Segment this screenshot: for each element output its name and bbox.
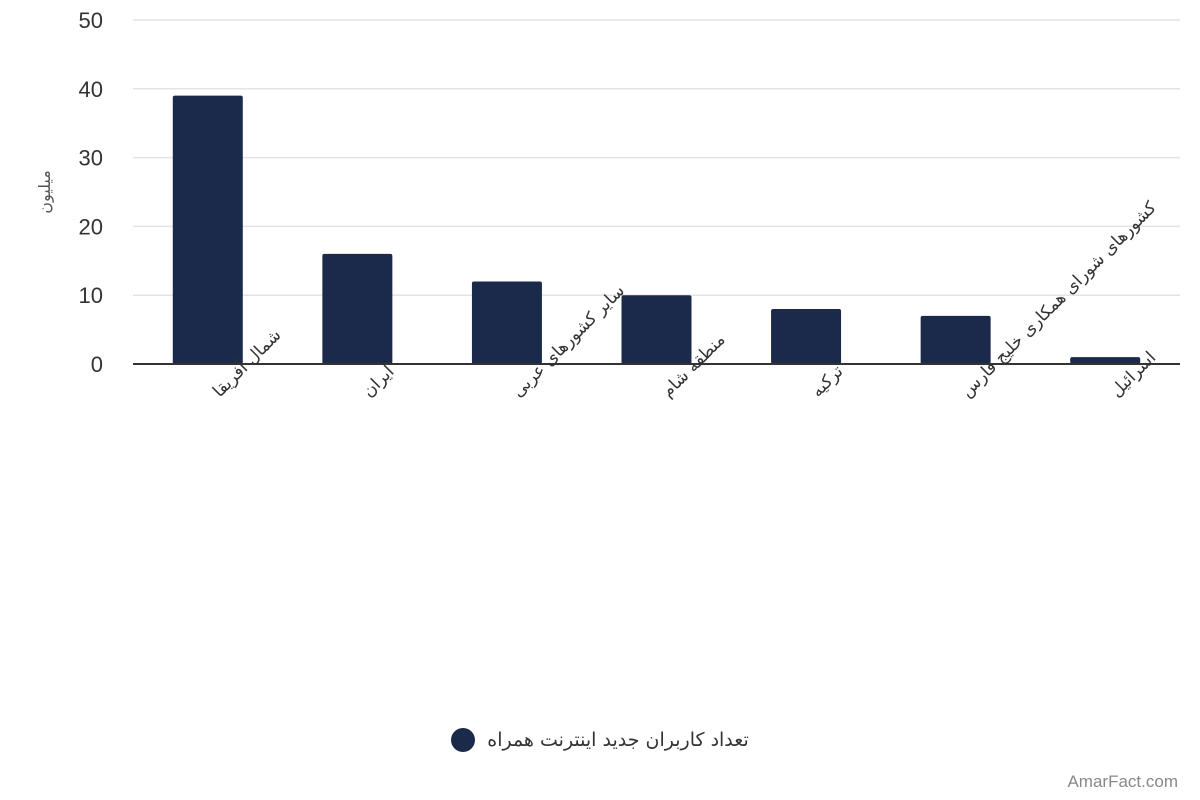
y-tick-label: 10 [79,283,103,308]
x-tick-label: ایران [359,362,399,402]
y-tick-label: 40 [79,77,103,102]
y-tick-label: 30 [79,146,103,171]
bar[interactable] [172,95,243,365]
bar[interactable] [471,281,542,364]
y-tick-label: 20 [79,214,103,239]
y-tick-label: 50 [79,8,103,33]
bar[interactable] [771,308,842,364]
bar[interactable] [1070,357,1141,364]
x-tick-label: ترکیه [807,361,847,401]
legend-label: تعداد کاربران جدید اینترنت همراه [487,729,749,751]
bars [172,95,1141,365]
bar[interactable] [322,253,393,364]
x-tick-label: اسرائیل [1107,348,1161,402]
y-tick-label: 0 [91,352,103,377]
watermark: AmarFact.com [1067,772,1178,791]
legend-item[interactable]: تعداد کاربران جدید اینترنت همراه [451,728,749,752]
bar[interactable] [920,315,991,364]
legend: تعداد کاربران جدید اینترنت همراه [0,722,1200,758]
legend-swatch [451,728,476,752]
y-axis-ticks: 0 10 20 30 40 50 [79,8,103,377]
bar[interactable] [621,295,692,364]
y-axis-title: میلیون [35,170,55,214]
grid-lines [133,19,1180,296]
